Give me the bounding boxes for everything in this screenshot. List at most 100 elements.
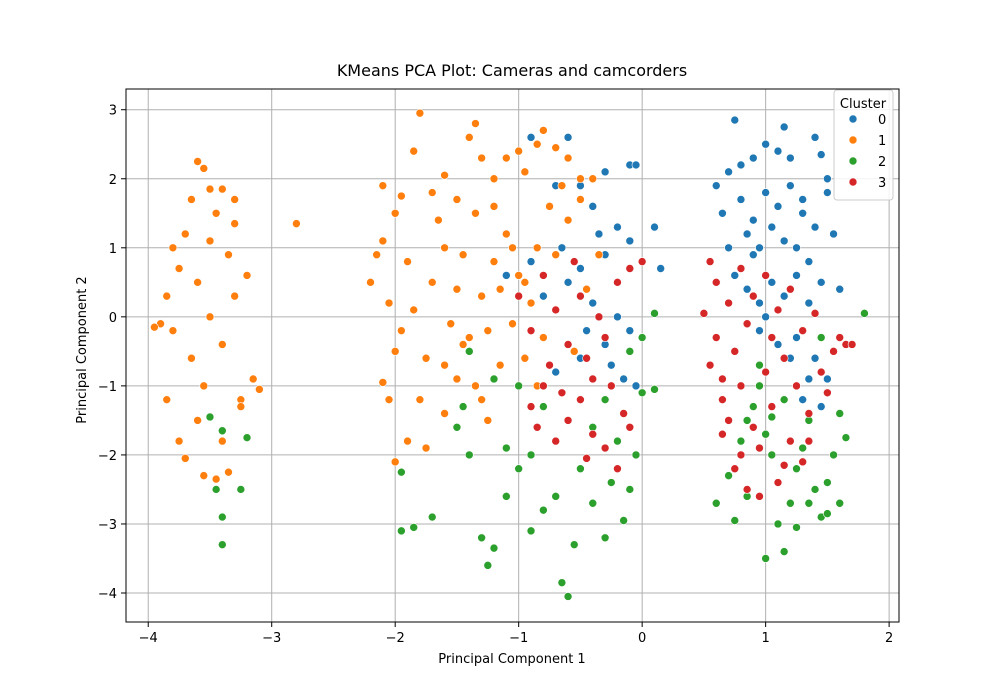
legend-entries: 0 1 2 3 — [848, 113, 886, 191]
data-point — [205, 236, 215, 246]
data-point — [409, 146, 419, 156]
data-point — [711, 333, 721, 342]
data-point — [582, 454, 591, 463]
data-point — [242, 271, 252, 280]
data-point — [551, 436, 561, 446]
data-point — [458, 402, 468, 411]
data-point — [421, 353, 431, 363]
data-point — [773, 478, 783, 487]
x-tick-label: −2 — [386, 631, 405, 646]
data-point — [810, 133, 820, 142]
data-point — [792, 381, 801, 391]
data-point — [427, 188, 437, 197]
data-point — [236, 485, 246, 494]
data-point — [489, 257, 499, 266]
data-point — [767, 278, 777, 287]
y-tick-label: −1 — [98, 380, 117, 395]
data-point — [502, 153, 511, 163]
data-point — [205, 184, 215, 194]
data-point — [576, 174, 585, 184]
data-point — [526, 326, 536, 335]
data-point — [397, 526, 406, 536]
data-point — [588, 374, 598, 384]
data-point — [613, 436, 622, 446]
data-point — [625, 423, 635, 432]
data-point — [786, 498, 795, 508]
data-point — [755, 243, 764, 253]
data-point — [804, 409, 814, 418]
data-point — [440, 243, 449, 253]
data-point — [773, 202, 783, 211]
y-tick-label: 0 — [109, 311, 117, 326]
data-point — [804, 257, 814, 266]
data-point — [767, 222, 777, 232]
data-point — [718, 374, 727, 384]
data-point — [816, 367, 826, 377]
data-point — [224, 250, 233, 259]
data-point — [502, 271, 511, 280]
x-axis-label: Principal Component 1 — [438, 652, 585, 667]
data-point — [637, 333, 647, 342]
data-point — [224, 467, 233, 477]
data-point — [860, 309, 869, 318]
data-point — [452, 284, 462, 294]
data-point — [218, 540, 227, 549]
data-point — [816, 150, 826, 159]
data-point — [526, 257, 536, 266]
data-point — [551, 250, 561, 259]
data-point — [514, 146, 523, 156]
data-point — [600, 167, 610, 177]
data-point — [508, 319, 517, 329]
data-point — [180, 229, 190, 239]
data-point — [539, 381, 548, 391]
data-point — [563, 153, 573, 163]
data-point — [218, 426, 227, 436]
data-point — [625, 264, 635, 273]
data-point — [477, 533, 486, 543]
data-point — [588, 429, 598, 439]
data-point — [748, 250, 758, 259]
series-3 — [514, 257, 857, 501]
data-point — [779, 291, 789, 301]
data-point — [248, 374, 258, 384]
data-point — [792, 464, 801, 474]
data-point — [798, 395, 807, 404]
data-point — [736, 381, 746, 391]
data-point — [625, 326, 635, 335]
data-point — [767, 412, 777, 422]
data-point — [804, 498, 814, 508]
data-point — [230, 195, 239, 204]
data-point — [613, 312, 622, 322]
data-point — [563, 592, 573, 601]
data-point — [440, 360, 449, 370]
data-point — [563, 340, 573, 349]
data-point — [625, 347, 635, 356]
data-point — [730, 347, 740, 356]
data-point — [378, 236, 388, 246]
data-point — [761, 367, 770, 377]
data-point — [736, 160, 746, 170]
data-point — [773, 519, 783, 529]
data-point — [526, 298, 536, 308]
data-point — [798, 457, 807, 467]
data-point — [606, 381, 616, 391]
data-point — [779, 122, 789, 132]
data-point — [464, 133, 474, 142]
data-point — [613, 222, 622, 232]
data-point — [483, 326, 493, 335]
legend-label: 3 — [878, 176, 886, 191]
data-point — [804, 298, 814, 308]
data-point — [786, 181, 795, 190]
data-point — [786, 436, 795, 446]
data-point — [588, 298, 598, 308]
data-point — [415, 395, 425, 404]
legend-marker — [848, 177, 858, 187]
data-point — [211, 208, 221, 218]
data-point — [600, 395, 610, 404]
data-point — [409, 523, 419, 532]
data-point — [755, 492, 764, 501]
data-points — [150, 108, 869, 601]
data-point — [829, 229, 838, 239]
data-point — [218, 512, 227, 522]
data-point — [397, 191, 406, 201]
